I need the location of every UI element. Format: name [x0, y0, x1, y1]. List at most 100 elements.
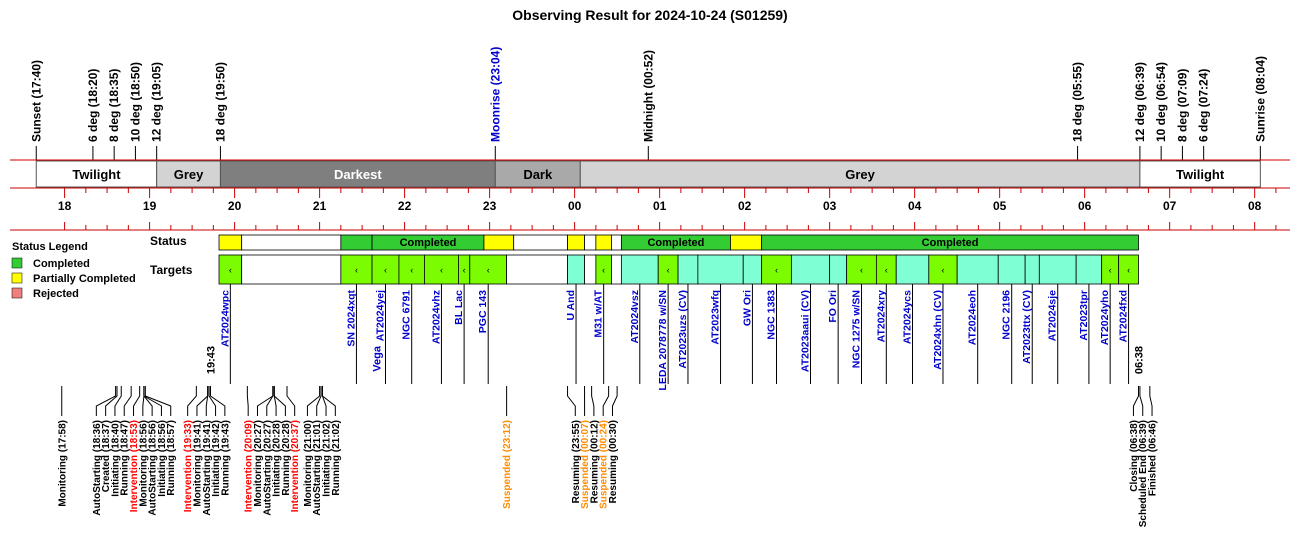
log-entry-autostarting-19-41: AutoStarting (19:41) — [202, 420, 213, 516]
log-entry-autostarting-18-56: AutoStarting (18:56) — [148, 420, 159, 516]
target-block-gw-ori — [742, 254, 763, 285]
period-twilight — [35, 160, 158, 188]
log-entry-running-18-47: Running (18:47) — [120, 420, 131, 496]
target-mark: ‹ — [229, 265, 232, 275]
target-block-at2024sje — [1038, 254, 1077, 285]
log-leader-running-19-43 — [210, 386, 226, 416]
target-name-u-and: U And — [565, 290, 577, 321]
hour-axis: 18 19 20 21 22 23 00 01 02 03 04 05 06 07 08 — [10, 188, 1290, 231]
target-block-at2023uzs-cv — [677, 254, 699, 285]
target-mark: ‹ — [602, 265, 605, 275]
target-names: AT2024wpc SN 2024xqt AT2024yej NGC 6791 AT20… — [206, 284, 1145, 391]
period-grey — [579, 160, 1141, 188]
status-bar-11 — [730, 234, 763, 251]
status-bar-2 — [340, 234, 373, 251]
hour-label-23: 23 — [483, 199, 497, 213]
hour-label-02: 02 — [738, 199, 752, 213]
target-mark: ‹ — [384, 265, 387, 275]
row-label-status: Status — [150, 234, 187, 248]
target-name-at2024ycs: AT2024ycs — [902, 290, 914, 344]
event-label-18-deg-19-50: 18 deg (19:50) — [213, 62, 227, 142]
period-label-darkest: Darkest — [334, 167, 382, 182]
target-block-at2023wfq — [697, 254, 744, 285]
log-leader-resuming-23-55 — [567, 386, 576, 416]
status-label: Completed — [647, 237, 704, 249]
log-entry-running-18-57: Running (18:57) — [166, 420, 177, 496]
hour-label-07: 07 — [1163, 199, 1177, 213]
event-label-8-deg-18-35: 8 deg (18:35) — [107, 69, 121, 142]
log-entry-created-18-37: Created (18:37) — [101, 420, 112, 492]
log-leader-monitoring-21-00 — [306, 386, 321, 416]
marker-vega: Vega — [371, 345, 383, 372]
log-leader-resuming-00-12 — [591, 386, 595, 416]
target-name-at2024xry: AT2024xry — [875, 290, 887, 343]
hour-label-08: 08 — [1248, 199, 1262, 213]
period-label-grey: Grey — [174, 167, 204, 182]
targets-row: ‹ ‹ ‹ ‹ ‹ ‹ ‹ ‹ ‹ ‹ ‹ ‹ ‹ ‹ ‹ — [218, 254, 1139, 285]
log-leader-autostarting-19-41 — [205, 386, 209, 416]
status-bar-1 — [241, 234, 342, 251]
log-entry-running-21-02: Running (21:02) — [331, 420, 342, 496]
marker-19-43: 19:43 — [206, 346, 218, 374]
hour-label-19: 19 — [143, 199, 157, 213]
log-leader-closing-06-38 — [1132, 386, 1139, 416]
log-entry-suspended-23-12: Suspended (23:12) — [502, 420, 513, 509]
event-label-moonrise-23-04: Moonrise (23:04) — [488, 47, 502, 142]
status-label: Completed — [922, 237, 979, 249]
target-name-at2023tpr: AT2023tpr — [1078, 290, 1090, 341]
event-label-12-deg-06-39: 12 deg (06:39) — [1133, 62, 1147, 142]
target-mark: ‹ — [885, 265, 888, 275]
target-name-ngc-2196: NGC 2196 — [1001, 290, 1013, 340]
log-entry-intervention-19-33: Intervention (19:33) — [183, 420, 194, 512]
target-block-at2024yej — [371, 254, 400, 285]
event-label-10-deg-06-54: 10 deg (06:54) — [1154, 62, 1168, 142]
log-entry-resuming-00-12: Resuming (00:12) — [589, 420, 600, 503]
target-block-ngc-2196 — [997, 254, 1026, 285]
target-name-fo-ori: FO Ori — [827, 290, 839, 323]
row-labels: Status Targets — [150, 234, 193, 277]
log-entry-initiating-19-42: Initiating (19:42) — [211, 420, 222, 497]
target-mark: ‹ — [355, 265, 358, 275]
target-block-ngc-1275-w-sn — [846, 254, 877, 285]
log-leader-initiating-18-40 — [114, 386, 122, 416]
target-mark: ‹ — [1127, 265, 1130, 275]
target-mark: ‹ — [667, 265, 670, 275]
target-name-ngc-1275-w-sn: NGC 1275 w/SN — [851, 290, 863, 368]
period-twilight — [1139, 160, 1261, 188]
log-entry-initiating-18-40: Initiating (18:40) — [110, 420, 121, 497]
hour-label-01: 01 — [653, 199, 667, 213]
target-mark: ‹ — [487, 265, 490, 275]
event-label-18-deg-05-55: 18 deg (05:55) — [1071, 62, 1085, 142]
hour-label-03: 03 — [823, 199, 837, 213]
hour-label-00: 00 — [568, 199, 582, 213]
target-name-at2024eoh: AT2024eoh — [967, 290, 979, 345]
hour-label-18: 18 — [58, 199, 72, 213]
period-label-twilight: Twilight — [1176, 167, 1225, 182]
log-entry-finished-06-46: Finished (06:46) — [1148, 420, 1159, 496]
log-entry-monitoring-19-41: Monitoring (19:41) — [192, 420, 203, 507]
target-block-at2024vsz — [620, 254, 659, 285]
log-leader-autostarting-21-01 — [316, 386, 322, 416]
status-bar-4 — [483, 234, 515, 251]
log-leader-created-18-37 — [105, 386, 118, 416]
event-label-10-deg-18-50: 10 deg (18:50) — [128, 62, 142, 142]
log-entry-monitoring-17-58: Monitoring (17:58) — [57, 420, 68, 507]
log-leader-intervention-18-53 — [133, 386, 141, 416]
event-label-8-deg-07-09: 8 deg (07:09) — [1175, 69, 1189, 142]
target-name-bl-lac: BL Lac — [453, 290, 465, 325]
event-label-sunrise-08-04: Sunrise (08:04) — [1253, 56, 1267, 142]
event-label-6-deg-18-20: 6 deg (18:20) — [86, 69, 100, 142]
event-log: Monitoring (17:58) AutoStarting (18:36)Cr… — [57, 386, 1159, 527]
log-entry-monitoring-20-27: Monitoring (20:27) — [253, 420, 264, 507]
period-darkest — [219, 160, 496, 188]
legend-label-completed: Completed — [33, 258, 90, 270]
target-block-gap-8 — [506, 254, 568, 285]
log-entry-scheduled-end-06-39: Scheduled End (06:39) — [1138, 420, 1149, 527]
log-entry-monitoring-18-56: Monitoring (18:56) — [138, 420, 149, 507]
target-block-gap-10 — [584, 254, 597, 285]
target-name-leda-2078778-w-sn: LEDA 2078778 w/SN — [657, 290, 669, 391]
log-leader-resuming-00-30 — [611, 386, 618, 416]
log-entry-closing-06-38: Closing (06:38) — [1129, 420, 1140, 492]
target-name-at2023wfq: AT2023wfq — [710, 290, 722, 345]
